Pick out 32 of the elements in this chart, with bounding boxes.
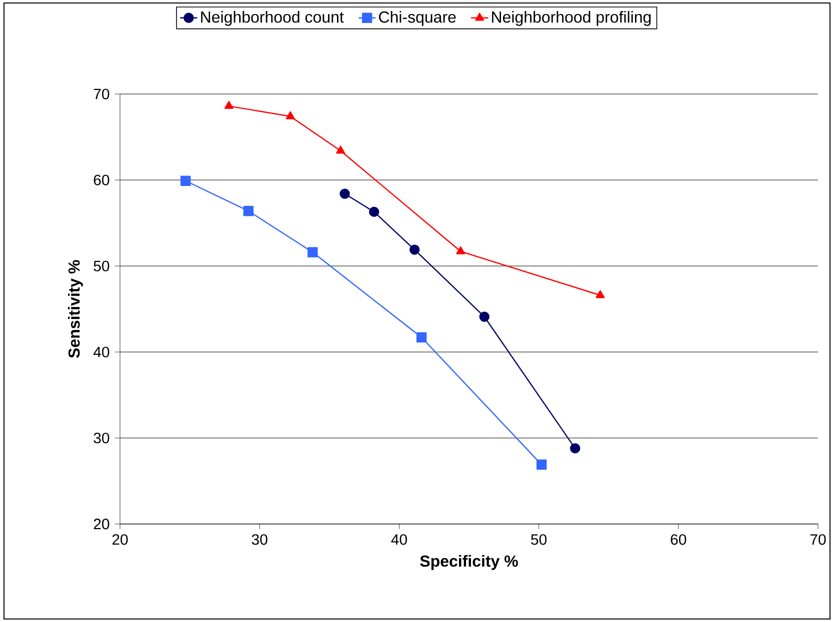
point [416,332,427,342]
x-axis-title: Specificity % [420,555,518,570]
point [340,188,350,199]
point [336,146,346,154]
point [570,443,580,454]
point [286,111,295,120]
point [596,290,605,298]
point [456,246,466,254]
y-axis-title: Sensitivity % [68,260,83,358]
legend-label: Neighborhood profiling [492,10,651,26]
point [180,176,191,186]
x-tick-label: 70 [810,534,826,545]
point [308,247,318,258]
point [224,100,234,109]
legend-label: Chi-square [379,10,456,26]
x-tick-label: 20 [112,534,128,545]
x-tick-label: 30 [252,534,268,545]
y-tick-label: 60 [94,174,110,186]
legend-label: Neighborhood count [201,10,344,26]
point [536,460,547,470]
x-tick-label: 60 [670,534,686,545]
x-tick-label: 50 [531,534,547,545]
y-tick-label: 70 [94,88,110,100]
point [479,312,490,322]
point [409,244,420,255]
point [243,206,254,216]
point [368,206,380,217]
y-tick-label: 30 [94,432,110,444]
x-tick-label: 40 [391,534,407,545]
y-tick-label: 50 [94,260,110,272]
y-tick-label: 40 [93,346,110,358]
y-tick-label: 20 [94,518,110,530]
